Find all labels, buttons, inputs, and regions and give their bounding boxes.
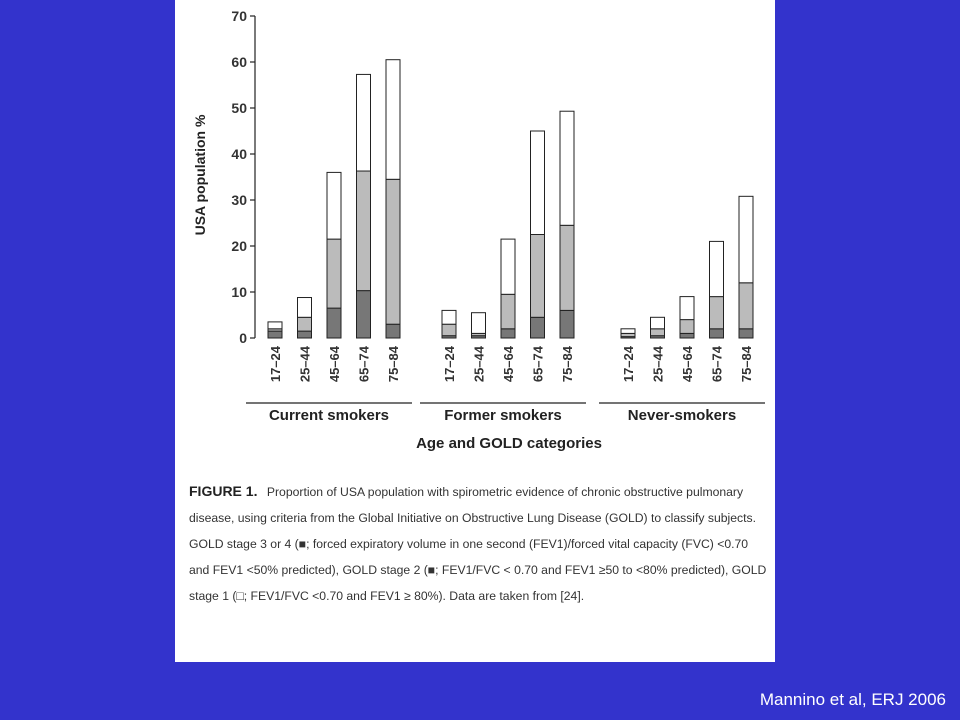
bar-gold-stage-2 [530,234,545,318]
x-tick-label: 17–24 [268,345,283,382]
x-tick-label: 45–64 [680,345,695,382]
figure-label: FIGURE 1. [189,483,258,499]
bar-gold-stage-3-4 [559,309,575,339]
stacked-bar-chart: 0 10 20 30 40 50 60 70 17–24 25–44 45–64 65–74 75–8… [192,8,765,452]
bar-gold-stage-2 [679,319,695,334]
x-tick-label: 65–74 [710,345,725,382]
x-tick-label: 75–84 [739,345,754,382]
y-axis-label: USA population % [192,114,208,235]
bar-gold-stage-1 [356,73,371,172]
bar-gold-stage-1 [530,130,545,235]
bar-gold-stage-1 [500,238,516,295]
bar-gold-stage-2 [385,178,401,325]
bar-gold-stage-3-4 [267,330,283,339]
bar-gold-stage-3-4 [385,323,401,339]
bar-gold-stage-1 [471,312,486,334]
figure-panel: 0 10 20 30 40 50 60 70 17–24 25–44 45–64 65–74 75–8… [175,0,775,662]
bar-gold-stage-1 [679,296,695,321]
group-brackets: Current smokers Former smokers Never-smoke… [246,402,765,424]
bar-gold-stage-3-4 [709,328,724,339]
x-tick-label: 75–84 [560,345,575,382]
bar-gold-stage-1 [267,321,283,330]
x-tick-label: 45–64 [327,345,342,382]
bar-gold-stage-1 [620,328,636,334]
y-tick-label: 0 [239,330,247,346]
y-tick-label: 50 [231,100,247,116]
bar-gold-stage-3-4 [326,307,342,339]
bar-gold-stage-2 [297,316,312,332]
bar-gold-stage-2 [356,170,371,292]
x-tick-label: 65–74 [531,345,546,382]
bar-gold-stage-3-4 [356,290,371,339]
y-tick-label: 10 [231,284,247,300]
x-tick-label: 17–24 [442,345,457,382]
bar-gold-stage-3-4 [738,328,754,339]
bar-gold-stage-2 [709,296,724,330]
figure-caption: FIGURE 1. Proportion of USA population w… [189,478,769,609]
y-axis: 0 10 20 30 40 50 60 70 [231,8,256,346]
x-tick-label: 45–64 [501,345,516,382]
x-tick-label: 17–24 [621,345,636,382]
bar-gold-stage-2 [650,328,665,337]
bar-gold-stage-3-4 [500,328,516,339]
bar-gold-stage-2 [559,224,575,311]
x-tick-label: 75–84 [386,345,401,382]
x-tick-labels: 17–24 25–44 45–64 65–74 75–84 17–24 25–44 45–64… [268,345,754,382]
group-label: Current smokers [269,407,389,424]
citation: Mannino et al, ERJ 2006 [759,690,946,709]
y-tick-label: 30 [231,192,247,208]
bar-gold-stage-1 [709,240,724,298]
bar-gold-stage-3-4 [530,316,545,339]
figure-caption-text: Proportion of USA population with spirom… [189,485,767,603]
x-tick-label: 65–74 [357,345,372,382]
bar-gold-stage-1 [650,316,665,330]
bar-gold-stage-2 [441,323,457,337]
y-tick-label: 60 [231,54,247,70]
bar-gold-stage-1 [559,110,575,226]
y-tick-label: 40 [231,146,247,162]
x-tick-label: 25–44 [651,345,666,382]
y-tick-label: 70 [231,8,247,24]
group-label: Former smokers [444,407,562,424]
bar-gold-stage-3-4 [297,330,312,339]
bar-gold-stage-1 [297,297,312,318]
x-tick-label: 25–44 [472,345,487,382]
x-axis-label: Age and GOLD categories [416,435,602,452]
bar-gold-stage-2 [738,282,754,330]
x-tick-label: 25–44 [298,345,313,382]
bar-gold-stage-1 [441,309,457,325]
bar-gold-stage-1 [385,59,401,180]
bar-gold-stage-3-4 [679,332,695,339]
bar-gold-stage-2 [326,238,342,309]
group-label: Never-smokers [628,407,736,424]
y-tick-label: 20 [231,238,247,254]
bar-gold-stage-1 [738,195,754,284]
bar-gold-stage-1 [326,171,342,240]
bars [267,59,754,339]
bar-gold-stage-2 [500,293,516,330]
